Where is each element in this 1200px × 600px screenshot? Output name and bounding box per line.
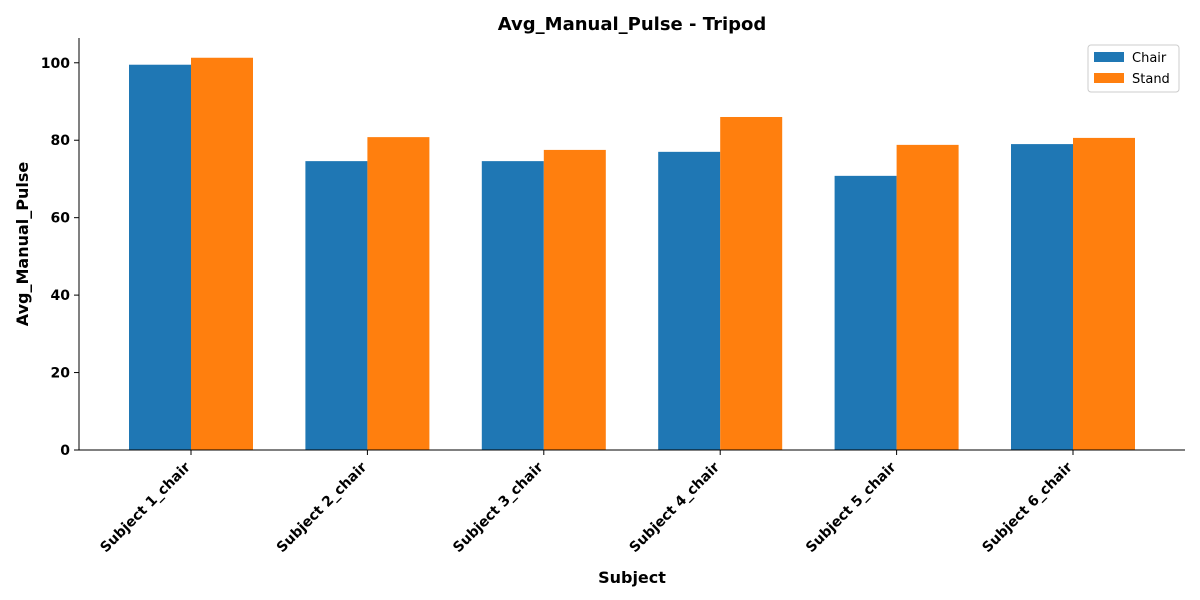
bar-stand-6 bbox=[1073, 137, 1135, 450]
legend-swatch-chair bbox=[1094, 52, 1124, 62]
y-axis: 0 20 40 60 80 100 bbox=[41, 38, 80, 459]
y-axis-label: Avg_Manual_Pulse bbox=[13, 162, 32, 327]
legend: Chair Stand bbox=[1087, 44, 1180, 93]
legend-swatch-stand bbox=[1094, 73, 1124, 83]
bar-stand-2 bbox=[367, 137, 430, 451]
x-axis-label: Subject bbox=[598, 568, 666, 587]
x-tick-label: Subject 5_chair bbox=[803, 459, 900, 556]
x-tick-label: Subject 1_chair bbox=[97, 459, 194, 556]
bar-stand-5 bbox=[896, 144, 959, 450]
bar-chair-4 bbox=[658, 151, 721, 450]
legend-label-chair: Chair bbox=[1132, 51, 1167, 66]
y-tick-label: 80 bbox=[51, 133, 71, 149]
y-tick-label: 40 bbox=[51, 288, 71, 304]
y-tick-label: 20 bbox=[51, 366, 71, 382]
y-tick-label: 0 bbox=[60, 443, 70, 459]
bar-chair-6 bbox=[1011, 144, 1073, 450]
bar-stand-1 bbox=[191, 57, 253, 451]
bar-chair-5 bbox=[834, 175, 897, 451]
legend-label-stand: Stand bbox=[1132, 72, 1170, 87]
bar-stand-3 bbox=[543, 149, 606, 451]
chart-title: Avg_Manual_Pulse - Tripod bbox=[498, 14, 767, 35]
x-tick-label: Subject 3_chair bbox=[450, 459, 547, 556]
bar-chair-1 bbox=[129, 64, 191, 450]
x-tick-label: Subject 2_chair bbox=[274, 459, 371, 556]
x-tick-label: Subject 4_chair bbox=[627, 459, 724, 556]
bar-stand-4 bbox=[720, 116, 783, 450]
bar-chair-3 bbox=[481, 161, 544, 450]
y-tick-label: 100 bbox=[41, 56, 70, 72]
bar-chair-2 bbox=[305, 161, 368, 450]
y-tick-label: 60 bbox=[51, 211, 71, 227]
bars-group bbox=[129, 57, 1135, 451]
x-tick-label: Subject 6_chair bbox=[979, 459, 1076, 556]
x-axis: Subject 1_chair Subject 2_chair Subject 3_… bbox=[79, 449, 1185, 556]
